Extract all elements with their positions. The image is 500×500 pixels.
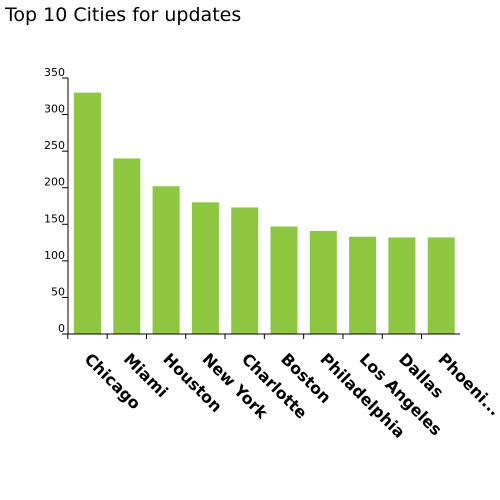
bars-group xyxy=(74,92,455,334)
bar-los-angeles xyxy=(349,236,377,334)
y-tick-label: 200 xyxy=(44,176,65,189)
bar-miami xyxy=(113,158,141,334)
bar-phoeni- xyxy=(427,237,455,334)
bar-charlotte xyxy=(231,207,259,334)
bar-houston xyxy=(152,186,180,334)
bar-boston xyxy=(270,226,298,334)
y-tick-label: 100 xyxy=(44,249,65,262)
bar-dallas xyxy=(388,237,416,334)
bar-new-york xyxy=(191,202,219,334)
bar-chicago xyxy=(74,92,101,334)
y-tick-label: 0 xyxy=(58,322,65,335)
y-tick-label: 300 xyxy=(44,103,65,116)
y-tick-label: 50 xyxy=(51,285,65,298)
y-tick-label: 150 xyxy=(44,212,65,225)
y-tick-label: 350 xyxy=(44,66,65,79)
chart-title: Top 10 Cities for updates xyxy=(5,4,242,26)
y-axis: 0 50 100 150 200 250 300 350 xyxy=(44,66,69,335)
y-tick-label: 250 xyxy=(44,139,65,152)
bar-philadelphia xyxy=(309,230,337,334)
